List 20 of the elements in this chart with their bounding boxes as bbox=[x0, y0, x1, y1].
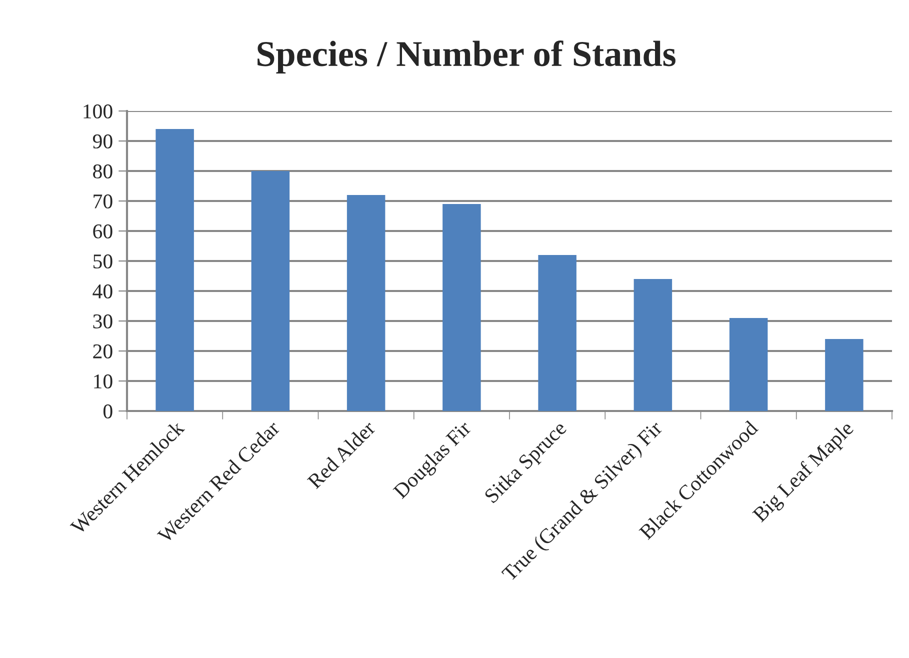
y-tick-label: 60 bbox=[93, 224, 112, 238]
bar bbox=[634, 279, 672, 411]
y-tick-label: 80 bbox=[93, 164, 112, 178]
y-tick-label: 40 bbox=[92, 284, 112, 298]
y-tick-label: 90 bbox=[92, 134, 112, 148]
y-tick-label: 100 bbox=[84, 104, 112, 118]
bar bbox=[729, 318, 768, 411]
bar bbox=[825, 339, 864, 411]
y-tick-label: 50 bbox=[93, 254, 112, 268]
y-tick-label: 10 bbox=[94, 374, 112, 388]
bar bbox=[346, 195, 386, 411]
chart-title: Species / Number of Stands bbox=[258, 40, 676, 74]
bar bbox=[251, 171, 290, 411]
y-tick-label: 20 bbox=[93, 344, 112, 358]
bar bbox=[442, 204, 481, 411]
y-tick-label: 0 bbox=[103, 404, 112, 418]
bar bbox=[538, 255, 576, 411]
y-tick-label: 70 bbox=[94, 194, 112, 208]
y-tick-label: 30 bbox=[93, 314, 112, 328]
bar bbox=[156, 129, 194, 411]
